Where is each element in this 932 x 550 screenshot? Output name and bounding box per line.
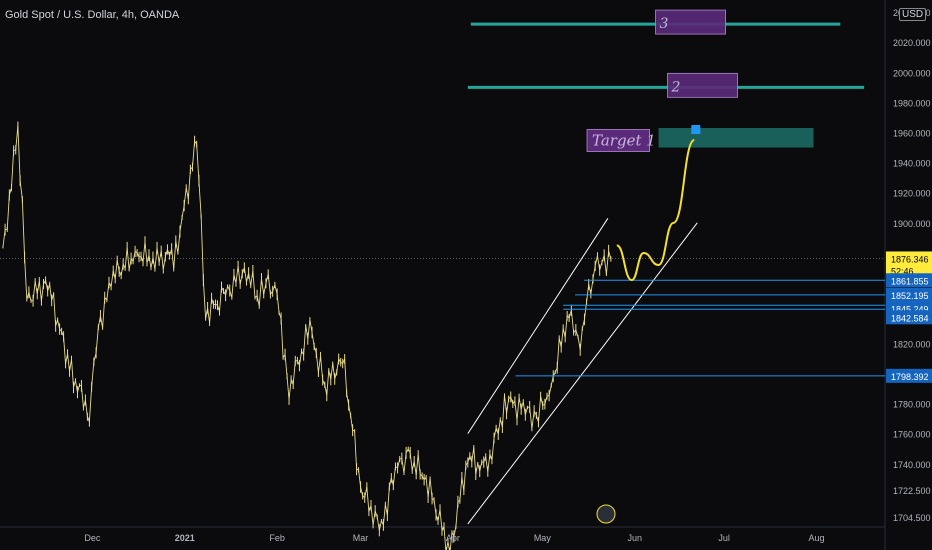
target-1-zone: [658, 127, 814, 148]
y-tick-label: 1960.000: [893, 129, 931, 139]
countdown-badge: 52:46: [891, 266, 914, 276]
x-tick-label: 2021: [175, 533, 195, 543]
level-badge: 1852.195: [891, 291, 929, 301]
current-price-badge: 1876.346: [891, 254, 929, 264]
y-tick-label: 1920.000: [893, 189, 931, 199]
x-tick-label: Jun: [627, 533, 642, 543]
level-badge-bg: [886, 368, 932, 383]
x-tick-label: Jul: [718, 533, 730, 543]
target-1-label-box: [586, 129, 650, 152]
y-tick-label: 2000.000: [893, 68, 931, 78]
target-2-label-box: [667, 72, 738, 98]
x-tick-label: Feb: [269, 533, 285, 543]
channel-lower-line: [467, 222, 698, 525]
level-badge: 1845.249: [891, 304, 929, 314]
y-tick-label: 2020.000: [893, 38, 931, 48]
level-badge-bg: [886, 310, 932, 325]
x-tick-label: Apr: [446, 533, 460, 543]
y-tick-label: 1722.500: [893, 486, 931, 496]
y-tick-label: 1820.000: [893, 339, 931, 349]
y-tick-label: 1900.000: [893, 219, 931, 229]
chart-title: Gold Spot / U.S. Dollar, 4h, OANDA: [5, 9, 180, 21]
target-1-label: Target 1: [592, 131, 656, 149]
candle-series: [2, 121, 612, 550]
y-tick-label: 1760.000: [893, 430, 931, 440]
channel-upper-line: [467, 218, 609, 434]
x-tick-label: May: [534, 533, 552, 543]
price-line: [2, 125, 612, 550]
target-3-label-box: [655, 9, 726, 35]
level-badge-bg: [886, 287, 932, 302]
current-price-badge-bg: [886, 251, 932, 266]
y-tick-label: 1780.000: [893, 400, 931, 410]
level-badge: 1842.584: [891, 313, 929, 323]
x-tick-label: Mar: [353, 533, 369, 543]
level-badge: 1861.855: [891, 276, 929, 286]
target-3-label: 3: [660, 16, 669, 32]
currency-button[interactable]: USD: [899, 8, 927, 21]
y-tick-label: 1940.000: [893, 159, 931, 169]
x-tick-label: Dec: [84, 533, 101, 543]
projection-path: [616, 139, 695, 282]
y-tick-label: 1980.000: [893, 98, 931, 108]
earnings-icon: [596, 504, 616, 524]
flag-icon: [691, 124, 701, 134]
level-badge: 1798.392: [891, 372, 929, 382]
level-badge-bg: [886, 273, 932, 288]
x-tick-label: Aug: [808, 533, 824, 543]
y-tick-label: 1740.000: [893, 460, 931, 470]
y-tick-label: 1704.500: [893, 513, 931, 523]
target-2-label: 2: [670, 79, 680, 95]
